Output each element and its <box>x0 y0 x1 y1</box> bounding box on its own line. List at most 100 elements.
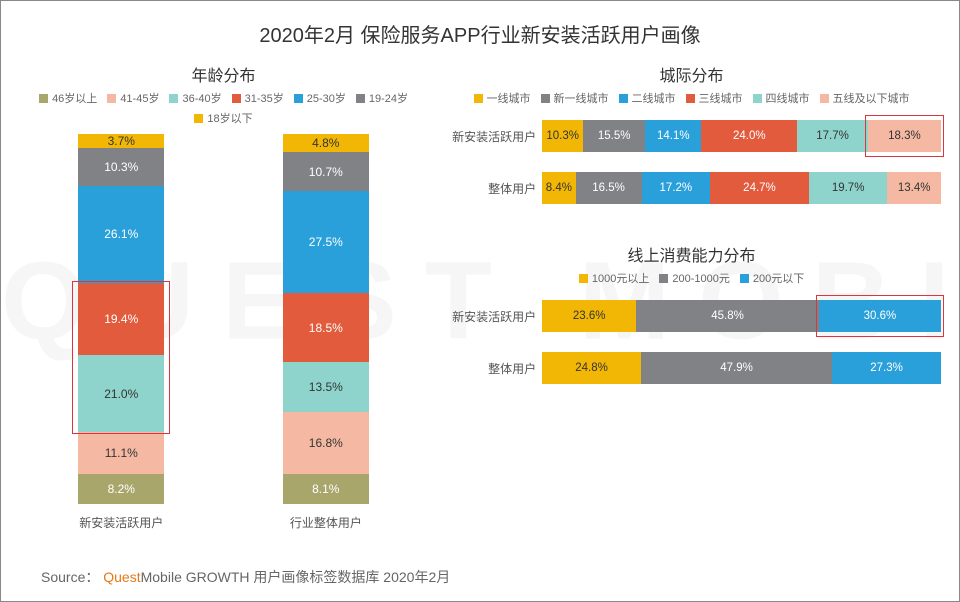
hbar-segment: 30.6% <box>819 300 941 332</box>
age-segment: 8.1% <box>283 474 369 504</box>
age-segment: 21.0% <box>78 355 164 433</box>
age-segment: 13.5% <box>283 362 369 412</box>
legend-swatch <box>541 94 550 103</box>
legend-item: 二线城市 <box>619 90 676 106</box>
city-rows: 新安装活跃用户10.3%15.5%14.1%24.0%17.7%18.3% 整体用… <box>442 120 941 204</box>
legend-item: 四线城市 <box>753 90 810 106</box>
legend-swatch <box>294 94 303 103</box>
city-legend: 一线城市 新一线城市二线城市 三线城市 四线城市 五线及以下城市 <box>442 90 941 106</box>
legend-item: 46岁以上 <box>39 90 97 106</box>
hbar-segment: 15.5% <box>583 120 645 152</box>
legend-label: 200-1000元 <box>672 270 730 286</box>
legend-item: 200元以下 <box>740 270 804 286</box>
source-rest: GROWTH 用户画像标签数据库 2020年2月 <box>186 569 450 585</box>
hbar-segment: 13.4% <box>887 172 941 204</box>
hbar: 23.6%45.8%30.6% <box>542 300 941 332</box>
age-chart-panel: 年龄分布 46岁以上 41-45岁 36-40岁 31-35岁 25-30岁 19-24岁… <box>19 56 428 534</box>
age-columns: 8.2%11.1%21.0%19.4%26.1%10.3%3.7% 新安装活跃用户… <box>19 134 428 534</box>
age-category-label: 新安装活跃用户 <box>79 514 163 531</box>
hrow: 整体用户8.4%16.5%17.2%24.7%19.7%13.4% <box>448 172 941 204</box>
legend-item: 41-45岁 <box>107 90 159 106</box>
age-segment: 4.8% <box>283 134 369 152</box>
legend-item: 五线及以下城市 <box>820 90 910 106</box>
hbar-segment: 24.8% <box>542 352 641 384</box>
legend-item: 18岁以下 <box>194 110 252 126</box>
page-title: 2020年2月 保险服务APP行业新安装活跃用户画像 <box>1 1 959 56</box>
hrow: 新安装活跃用户23.6%45.8%30.6% <box>448 300 941 332</box>
hrow-label: 整体用户 <box>448 360 542 377</box>
legend-item: 36-40岁 <box>169 90 221 106</box>
source-prefix: Source： <box>41 569 99 585</box>
legend-label: 19-24岁 <box>369 90 408 106</box>
legend-item: 新一线城市 <box>541 90 609 106</box>
age-segment: 18.5% <box>283 293 369 362</box>
legend-swatch <box>686 94 695 103</box>
legend-item: 25-30岁 <box>294 90 346 106</box>
hrow-label: 整体用户 <box>448 180 542 197</box>
spend-chart-panel: 线上消费能力分布 1000元以上200-1000元200元以下 新安装活跃用户2… <box>442 236 941 404</box>
legend-swatch <box>753 94 762 103</box>
hbar-segment: 17.7% <box>797 120 868 152</box>
source-brand2: Mobile <box>141 569 182 585</box>
source-line: Source： QuestMobile GROWTH 用户画像标签数据库 202… <box>41 567 450 587</box>
legend-swatch <box>169 94 178 103</box>
age-category-label: 行业整体用户 <box>290 514 362 531</box>
spend-legend: 1000元以上 200-1000元 200元以下 <box>442 270 941 286</box>
hbar-segment: 8.4% <box>542 172 576 204</box>
legend-label: 41-45岁 <box>120 90 159 106</box>
hrow-label: 新安装活跃用户 <box>448 128 542 145</box>
age-segment: 10.7% <box>283 152 369 192</box>
hbar-segment: 19.7% <box>809 172 888 204</box>
spend-subtitle: 线上消费能力分布 <box>442 242 941 266</box>
hbar: 8.4%16.5%17.2%24.7%19.7%13.4% <box>542 172 941 204</box>
legend-item: 200-1000元 <box>659 270 730 286</box>
hbar-segment: 24.7% <box>710 172 809 204</box>
legend-swatch <box>579 274 588 283</box>
age-segment: 16.8% <box>283 412 369 474</box>
legend-label: 新一线城市 <box>554 90 609 106</box>
age-subtitle: 年龄分布 <box>19 62 428 86</box>
age-column: 8.1%16.8%13.5%18.5%27.5%10.7%4.8% <box>283 134 369 504</box>
age-segment: 27.5% <box>283 191 369 293</box>
legend-label: 一线城市 <box>487 90 531 106</box>
legend-swatch <box>619 94 628 103</box>
legend-label: 31-35岁 <box>245 90 284 106</box>
legend-label: 25-30岁 <box>307 90 346 106</box>
legend-swatch <box>39 94 48 103</box>
legend-swatch <box>194 114 203 123</box>
hrow: 新安装活跃用户10.3%15.5%14.1%24.0%17.7%18.3% <box>448 120 941 152</box>
legend-label: 1000元以上 <box>592 270 649 286</box>
legend-label: 五线及以下城市 <box>833 90 910 106</box>
legend-swatch <box>232 94 241 103</box>
hrow-label: 新安装活跃用户 <box>448 308 542 325</box>
age-column: 8.2%11.1%21.0%19.4%26.1%10.3%3.7% <box>78 134 164 504</box>
spend-rows: 新安装活跃用户23.6%45.8%30.6% 整体用户24.8%47.9%27.3… <box>442 300 941 384</box>
legend-label: 46岁以上 <box>52 90 97 106</box>
legend-swatch <box>740 274 749 283</box>
legend-swatch <box>474 94 483 103</box>
city-chart-panel: 城际分布 一线城市 新一线城市二线城市 三线城市 四线城市 五线及以下城市 新安装活跃用… <box>442 56 941 224</box>
source-brand1: Quest <box>103 569 140 585</box>
legend-label: 四线城市 <box>766 90 810 106</box>
hbar-segment: 47.9% <box>641 352 832 384</box>
hbar: 10.3%15.5%14.1%24.0%17.7%18.3% <box>542 120 941 152</box>
age-segment: 8.2% <box>78 474 164 504</box>
age-segment: 11.1% <box>78 432 164 473</box>
legend-label: 36-40岁 <box>182 90 221 106</box>
age-legend: 46岁以上 41-45岁 36-40岁 31-35岁 25-30岁 19-24岁 18岁以下 <box>19 90 428 126</box>
hbar-segment: 24.0% <box>701 120 797 152</box>
legend-swatch <box>659 274 668 283</box>
legend-swatch <box>356 94 365 103</box>
city-subtitle: 城际分布 <box>442 62 941 86</box>
age-segment: 26.1% <box>78 186 164 283</box>
legend-label: 三线城市 <box>699 90 743 106</box>
legend-swatch <box>820 94 829 103</box>
legend-label: 200元以下 <box>753 270 804 286</box>
hbar-segment: 45.8% <box>636 300 819 332</box>
hbar-segment: 10.3% <box>542 120 583 152</box>
age-segment: 10.3% <box>78 148 164 186</box>
age-segment: 3.7% <box>78 134 164 148</box>
legend-item: 1000元以上 <box>579 270 649 286</box>
hbar: 24.8%47.9%27.3% <box>542 352 941 384</box>
age-segment: 19.4% <box>78 283 164 355</box>
